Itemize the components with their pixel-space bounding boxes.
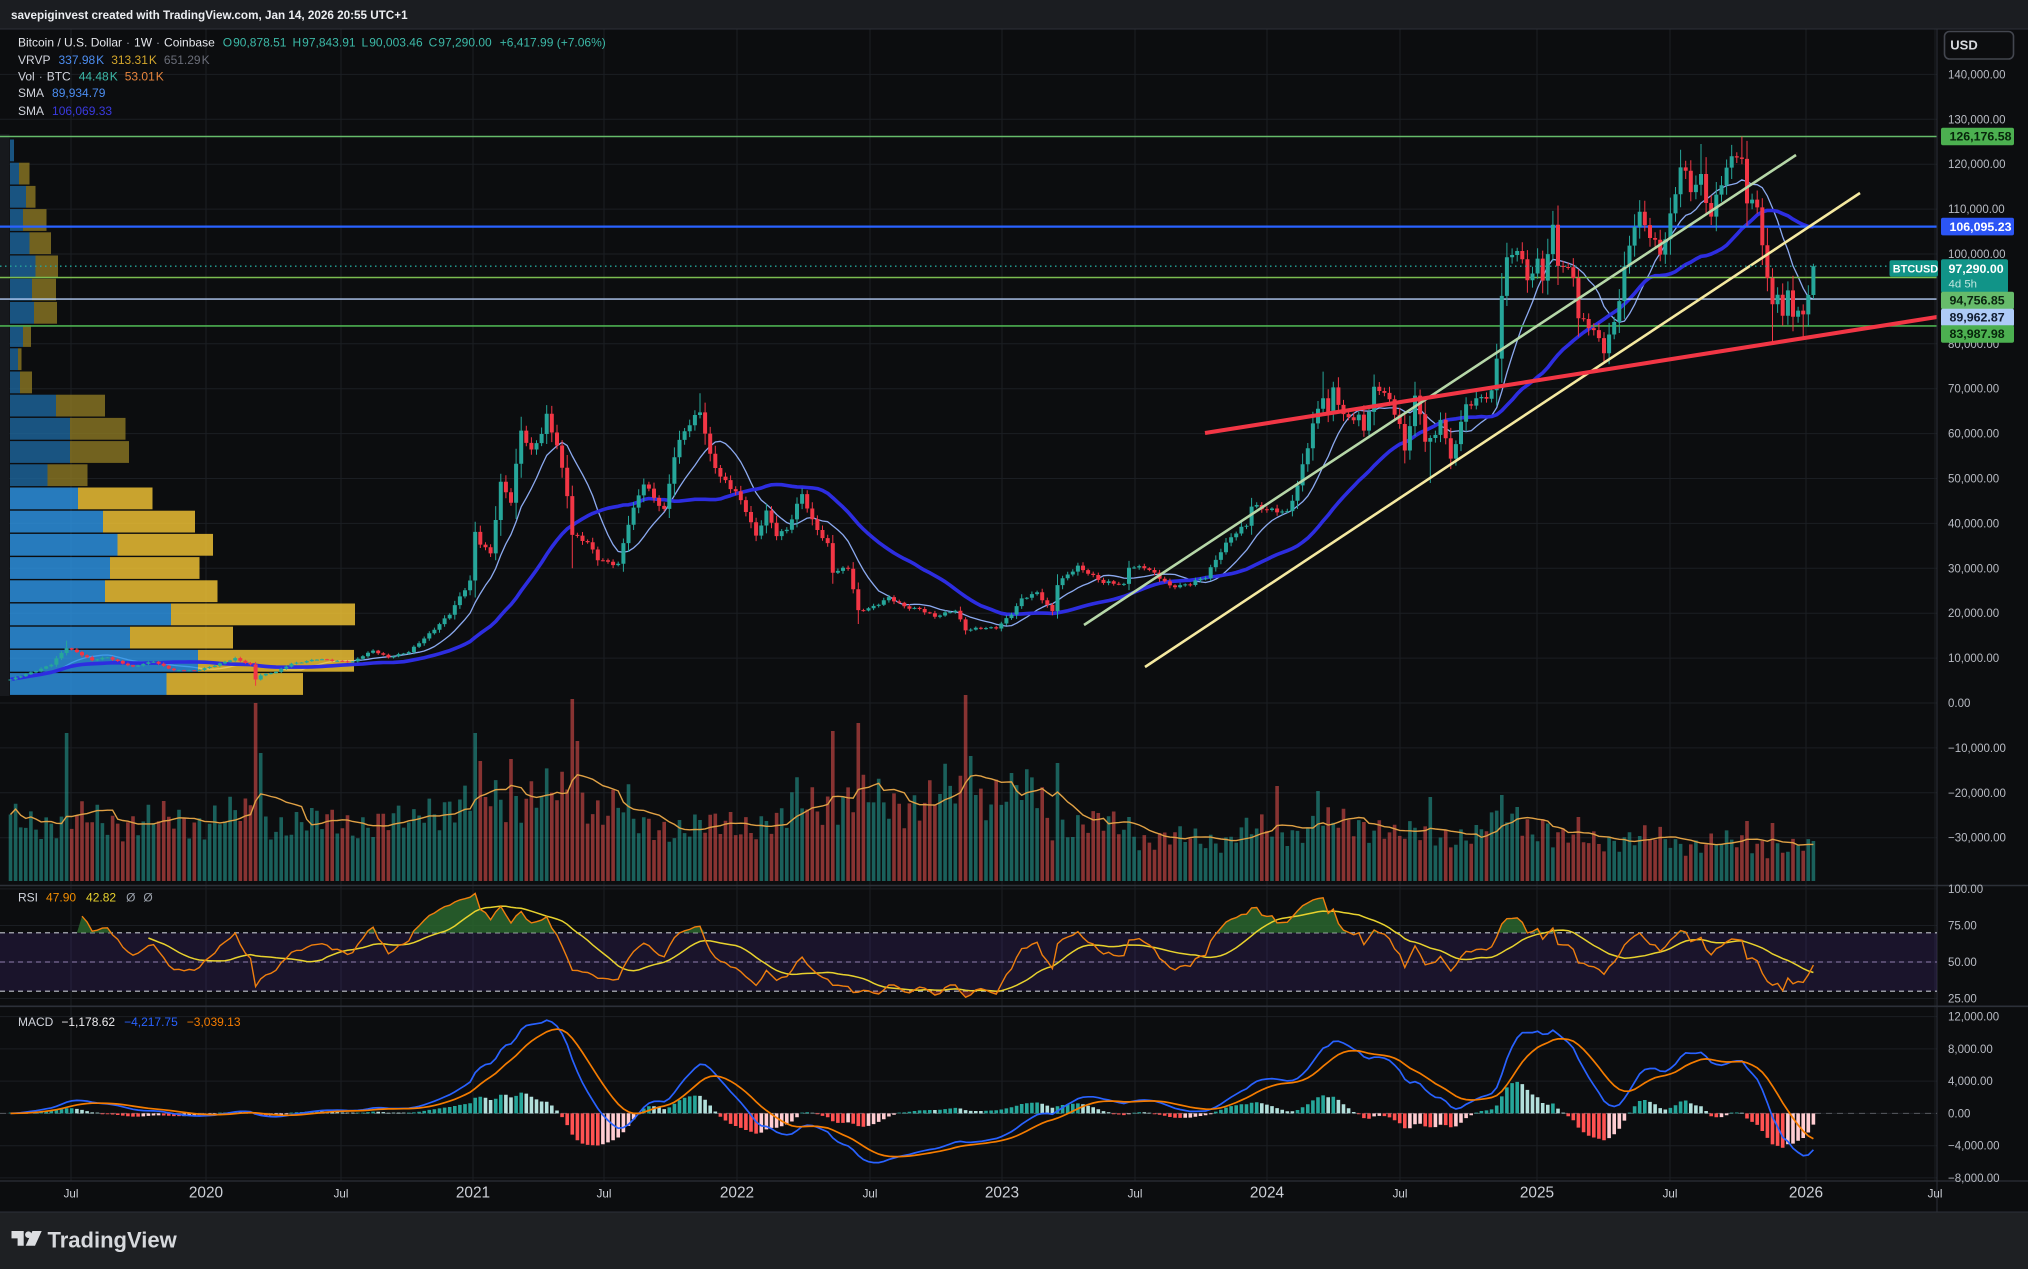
svg-text:MACD−1,178.62−4,217.75−3,039.1: MACD −1,178.62 −4,217.75 −3,039.13 — [18, 1015, 241, 1029]
svg-text:Bitcoin / U.S. Dollar·1W·Coinb: Bitcoin / U.S. Dollar · 1W · Coinbase O90,878… — [18, 36, 606, 50]
svg-text:50,000.00: 50,000.00 — [1948, 474, 1999, 486]
svg-text:2026: 2026 — [1789, 1185, 1823, 1202]
svg-text:2020: 2020 — [189, 1185, 223, 1202]
svg-text:−10,000.00: −10,000.00 — [1948, 743, 2006, 755]
svg-text:0.00: 0.00 — [1948, 1108, 1970, 1120]
svg-text:2025: 2025 — [1520, 1185, 1554, 1202]
svg-text:−8,000.00: −8,000.00 — [1948, 1173, 1999, 1185]
svg-text:126,176.58: 126,176.58 — [1950, 130, 2012, 144]
svg-text:−4,000.00: −4,000.00 — [1948, 1141, 1999, 1153]
svg-text:40,000.00: 40,000.00 — [1948, 518, 1999, 530]
svg-text:savepiginvest created with Tra: savepiginvest created with TradingView.c… — [11, 9, 408, 22]
svg-text:Jul: Jul — [1128, 1188, 1143, 1201]
svg-text:120,000.00: 120,000.00 — [1948, 159, 2006, 171]
svg-text:TradingView: TradingView — [48, 1228, 178, 1253]
svg-text:8,000.00: 8,000.00 — [1948, 1044, 1993, 1056]
svg-text:2022: 2022 — [720, 1185, 754, 1202]
svg-text:97,290.00: 97,290.00 — [1949, 262, 2004, 276]
svg-text:4,000.00: 4,000.00 — [1948, 1076, 1993, 1088]
svg-text:30,000.00: 30,000.00 — [1948, 563, 1999, 575]
svg-text:4d 5h: 4d 5h — [1949, 279, 1978, 291]
svg-text:BTCUSD: BTCUSD — [1893, 263, 1939, 275]
svg-text:25.00: 25.00 — [1948, 994, 1977, 1006]
svg-text:94,756.85: 94,756.85 — [1950, 294, 2005, 308]
svg-text:Jul: Jul — [863, 1188, 878, 1201]
svg-text:12,000.00: 12,000.00 — [1948, 1012, 1999, 1024]
svg-text:75.00: 75.00 — [1948, 921, 1977, 933]
svg-text:70,000.00: 70,000.00 — [1948, 384, 1999, 396]
svg-text:2024: 2024 — [1250, 1185, 1285, 1202]
svg-text:Jul: Jul — [334, 1188, 349, 1201]
svg-text:100.00: 100.00 — [1948, 884, 1983, 896]
svg-text:100,000.00: 100,000.00 — [1948, 249, 2006, 261]
svg-text:0.00: 0.00 — [1948, 698, 1970, 710]
svg-text:110,000.00: 110,000.00 — [1948, 204, 2005, 216]
svg-text:20,000.00: 20,000.00 — [1948, 608, 1999, 620]
svg-text:2021: 2021 — [456, 1185, 490, 1202]
svg-text:10,000.00: 10,000.00 — [1948, 653, 1999, 665]
svg-text:−30,000.00: −30,000.00 — [1948, 833, 2006, 845]
svg-text:89,962.87: 89,962.87 — [1950, 311, 2005, 325]
svg-text:Jul: Jul — [597, 1188, 612, 1201]
svg-text:50.00: 50.00 — [1948, 957, 1977, 969]
svg-text:2023: 2023 — [985, 1185, 1019, 1202]
svg-text:83,987.98: 83,987.98 — [1950, 327, 2005, 341]
svg-text:Jul: Jul — [1393, 1188, 1408, 1201]
svg-text:106,095.23: 106,095.23 — [1950, 220, 2012, 234]
svg-text:−20,000.00: −20,000.00 — [1948, 788, 2006, 800]
svg-text:Jul: Jul — [1663, 1188, 1678, 1201]
svg-text:USD: USD — [1950, 38, 1977, 53]
svg-text:140,000.00: 140,000.00 — [1948, 69, 2006, 81]
svg-text:Jul: Jul — [1928, 1188, 1943, 1201]
svg-text:Jul: Jul — [64, 1188, 79, 1201]
svg-text:130,000.00: 130,000.00 — [1948, 114, 2006, 126]
svg-text:60,000.00: 60,000.00 — [1948, 429, 1999, 441]
